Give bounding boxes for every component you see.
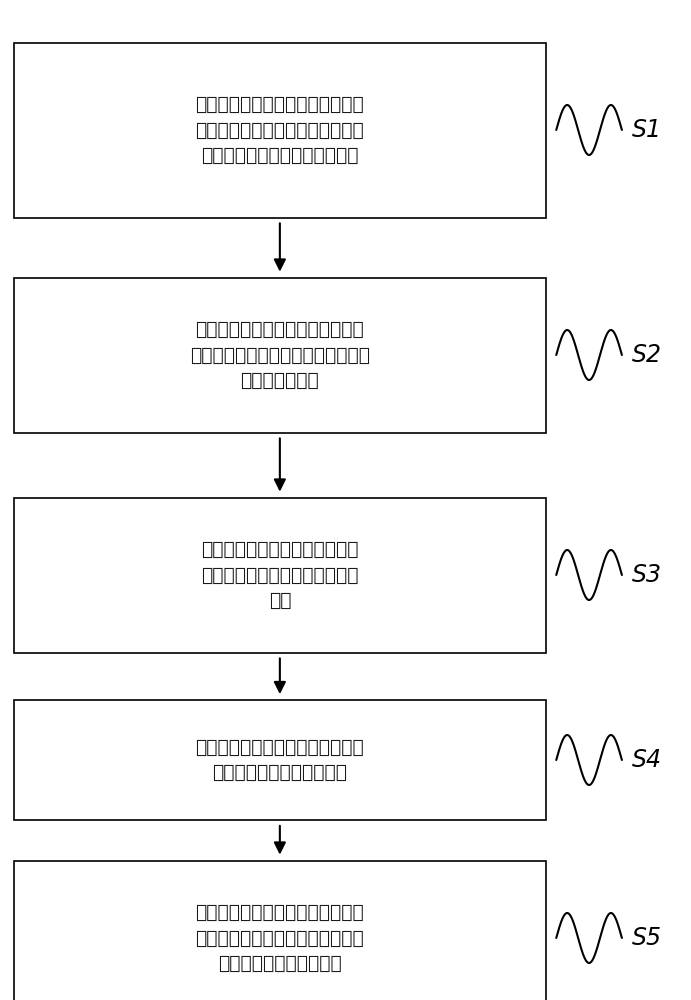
FancyBboxPatch shape	[14, 860, 546, 1000]
FancyBboxPatch shape	[14, 277, 546, 432]
Text: S1: S1	[632, 118, 662, 142]
Text: S2: S2	[632, 343, 662, 367]
FancyBboxPatch shape	[14, 498, 546, 652]
Text: 对还原态纳米碳材料膜的吸光性能
进行测试，获得还原后参数: 对还原态纳米碳材料膜的吸光性能 进行测试，获得还原后参数	[196, 738, 364, 782]
Text: 对纳米碳材料氧化物膜进行原位
还原处理，获得还原态纳米碳材
料膜: 对纳米碳材料氧化物膜进行原位 还原处理，获得还原态纳米碳材 料膜	[201, 540, 359, 610]
Text: 将纳米碳材料氧化物的悬浊液涂覆
于测试承载座上，经干燥在测试承
载座上获得纳米碳材料氧化物膜: 将纳米碳材料氧化物的悬浊液涂覆 于测试承载座上，经干燥在测试承 载座上获得纳米碳…	[196, 95, 364, 165]
Text: 对比还原前参数和还原后参数，获
得纳米碳材料氧化物的还原程度对
其吸光性能及结构的影响: 对比还原前参数和还原后参数，获 得纳米碳材料氧化物的还原程度对 其吸光性能及结构…	[196, 903, 364, 973]
FancyBboxPatch shape	[14, 42, 546, 218]
Text: S3: S3	[632, 563, 662, 587]
Text: S5: S5	[632, 926, 662, 950]
Text: S4: S4	[632, 748, 662, 772]
Text: 采用紫外可见分光光度法对纳米碳
材料氧化物膜的吸光性能进行测试，
获得还原前参数: 采用紫外可见分光光度法对纳米碳 材料氧化物膜的吸光性能进行测试， 获得还原前参数	[190, 320, 370, 390]
FancyBboxPatch shape	[14, 700, 546, 820]
